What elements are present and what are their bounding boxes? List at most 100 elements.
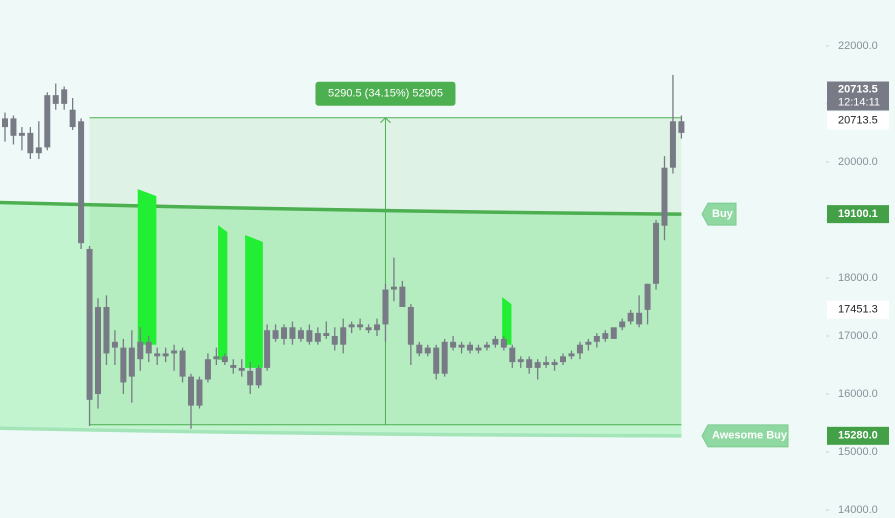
buy-line	[0, 200, 682, 216]
candle-body	[18, 132, 25, 136]
measure-label: 5290.5 (34.15%) 52905	[328, 88, 443, 100]
candle-body	[128, 347, 135, 377]
candle-body	[441, 341, 448, 374]
candle-body	[517, 359, 524, 363]
candle-body	[238, 367, 245, 371]
candle-body	[281, 327, 288, 339]
candle-body	[526, 359, 533, 368]
candle-body	[627, 312, 634, 322]
candle-body	[340, 327, 347, 345]
signal-bar	[245, 235, 263, 368]
candle-body	[576, 344, 583, 354]
level-tag-label: Buy	[712, 208, 734, 220]
candle-body	[357, 324, 364, 328]
candle-body	[424, 347, 431, 354]
y-tick-label: 22000.0	[838, 40, 878, 52]
candle-body	[171, 350, 178, 354]
candle-body	[492, 338, 499, 345]
candle-body	[593, 336, 600, 342]
candle-body	[416, 344, 423, 354]
price-tag-label: 20713.5	[838, 83, 878, 95]
candle-body	[196, 379, 203, 406]
candle-body	[10, 118, 17, 136]
price-tag	[827, 81, 889, 111]
y-tick-label: 14000.0	[838, 504, 878, 513]
candle-body	[95, 306, 102, 395]
candle-body	[610, 327, 617, 339]
y-tick-label: 17000.0	[838, 330, 878, 342]
y-tick-label: 20000.0	[838, 156, 878, 168]
candle-body	[35, 147, 42, 154]
measure-arrow-head	[380, 117, 391, 124]
candle-body	[272, 330, 279, 339]
candle-body	[509, 347, 516, 363]
candle-body	[365, 327, 372, 331]
candle-body	[602, 333, 609, 339]
candle-body	[162, 353, 169, 357]
y-tick-label: 15000.0	[838, 446, 878, 458]
awesome-buy-line	[0, 426, 682, 438]
price-tag-label: 20713.5	[838, 114, 878, 126]
candle-body	[458, 344, 465, 348]
candle-body	[543, 362, 550, 366]
candle-body	[619, 321, 626, 328]
signal-bar	[218, 225, 228, 360]
candle-body	[636, 312, 643, 325]
candle-body	[103, 306, 110, 354]
candle-body	[154, 353, 161, 357]
candle-body	[44, 95, 51, 148]
candle-body	[399, 286, 406, 307]
level-tag	[701, 424, 789, 448]
price-tag	[827, 300, 889, 319]
candle-body	[179, 350, 186, 377]
candle-body	[264, 330, 271, 368]
candle-body	[188, 376, 195, 406]
level-tag	[701, 202, 737, 226]
candle-body	[407, 306, 414, 345]
candle-body	[669, 121, 676, 168]
candle-body	[475, 347, 482, 351]
candle-body	[483, 344, 490, 348]
candle-body	[433, 347, 440, 374]
candle-body	[61, 89, 68, 104]
candle-body	[560, 356, 567, 363]
candle-body	[120, 347, 127, 383]
price-tag	[827, 111, 889, 130]
price-tag	[827, 205, 889, 224]
candle-body	[247, 370, 254, 386]
candle-body	[213, 356, 220, 360]
candle-body	[2, 118, 8, 128]
candle-body	[374, 324, 381, 331]
price-tag-time: 12:14:11	[838, 96, 880, 108]
signal-bar	[137, 189, 157, 345]
price-tag-label: 17451.3	[838, 304, 878, 316]
candle-body	[314, 333, 321, 342]
candle-body	[653, 222, 660, 284]
candle-body	[348, 324, 355, 328]
candle-body	[69, 109, 76, 128]
signal-bar	[502, 297, 512, 345]
candle-body	[145, 341, 152, 354]
candle-body	[551, 362, 558, 366]
candle-body	[78, 121, 85, 244]
candle-body	[86, 248, 93, 400]
buy-zone	[0, 202, 682, 436]
candle-body	[467, 344, 474, 351]
candle-body	[306, 330, 313, 342]
y-tick-label: 16000.0	[838, 388, 878, 400]
candle-body	[644, 283, 651, 310]
candle-body	[500, 338, 507, 348]
candle-body	[450, 341, 457, 348]
candle-body	[52, 95, 59, 104]
candle-body	[382, 289, 389, 325]
candle-body	[137, 341, 144, 360]
y-tick-label: 18000.0	[838, 272, 878, 284]
candle-body	[585, 341, 592, 345]
candle-body	[323, 333, 330, 337]
measure-label-box	[315, 81, 456, 106]
candle-body	[678, 121, 685, 133]
candle-body	[221, 356, 228, 363]
candle-body	[289, 327, 296, 339]
